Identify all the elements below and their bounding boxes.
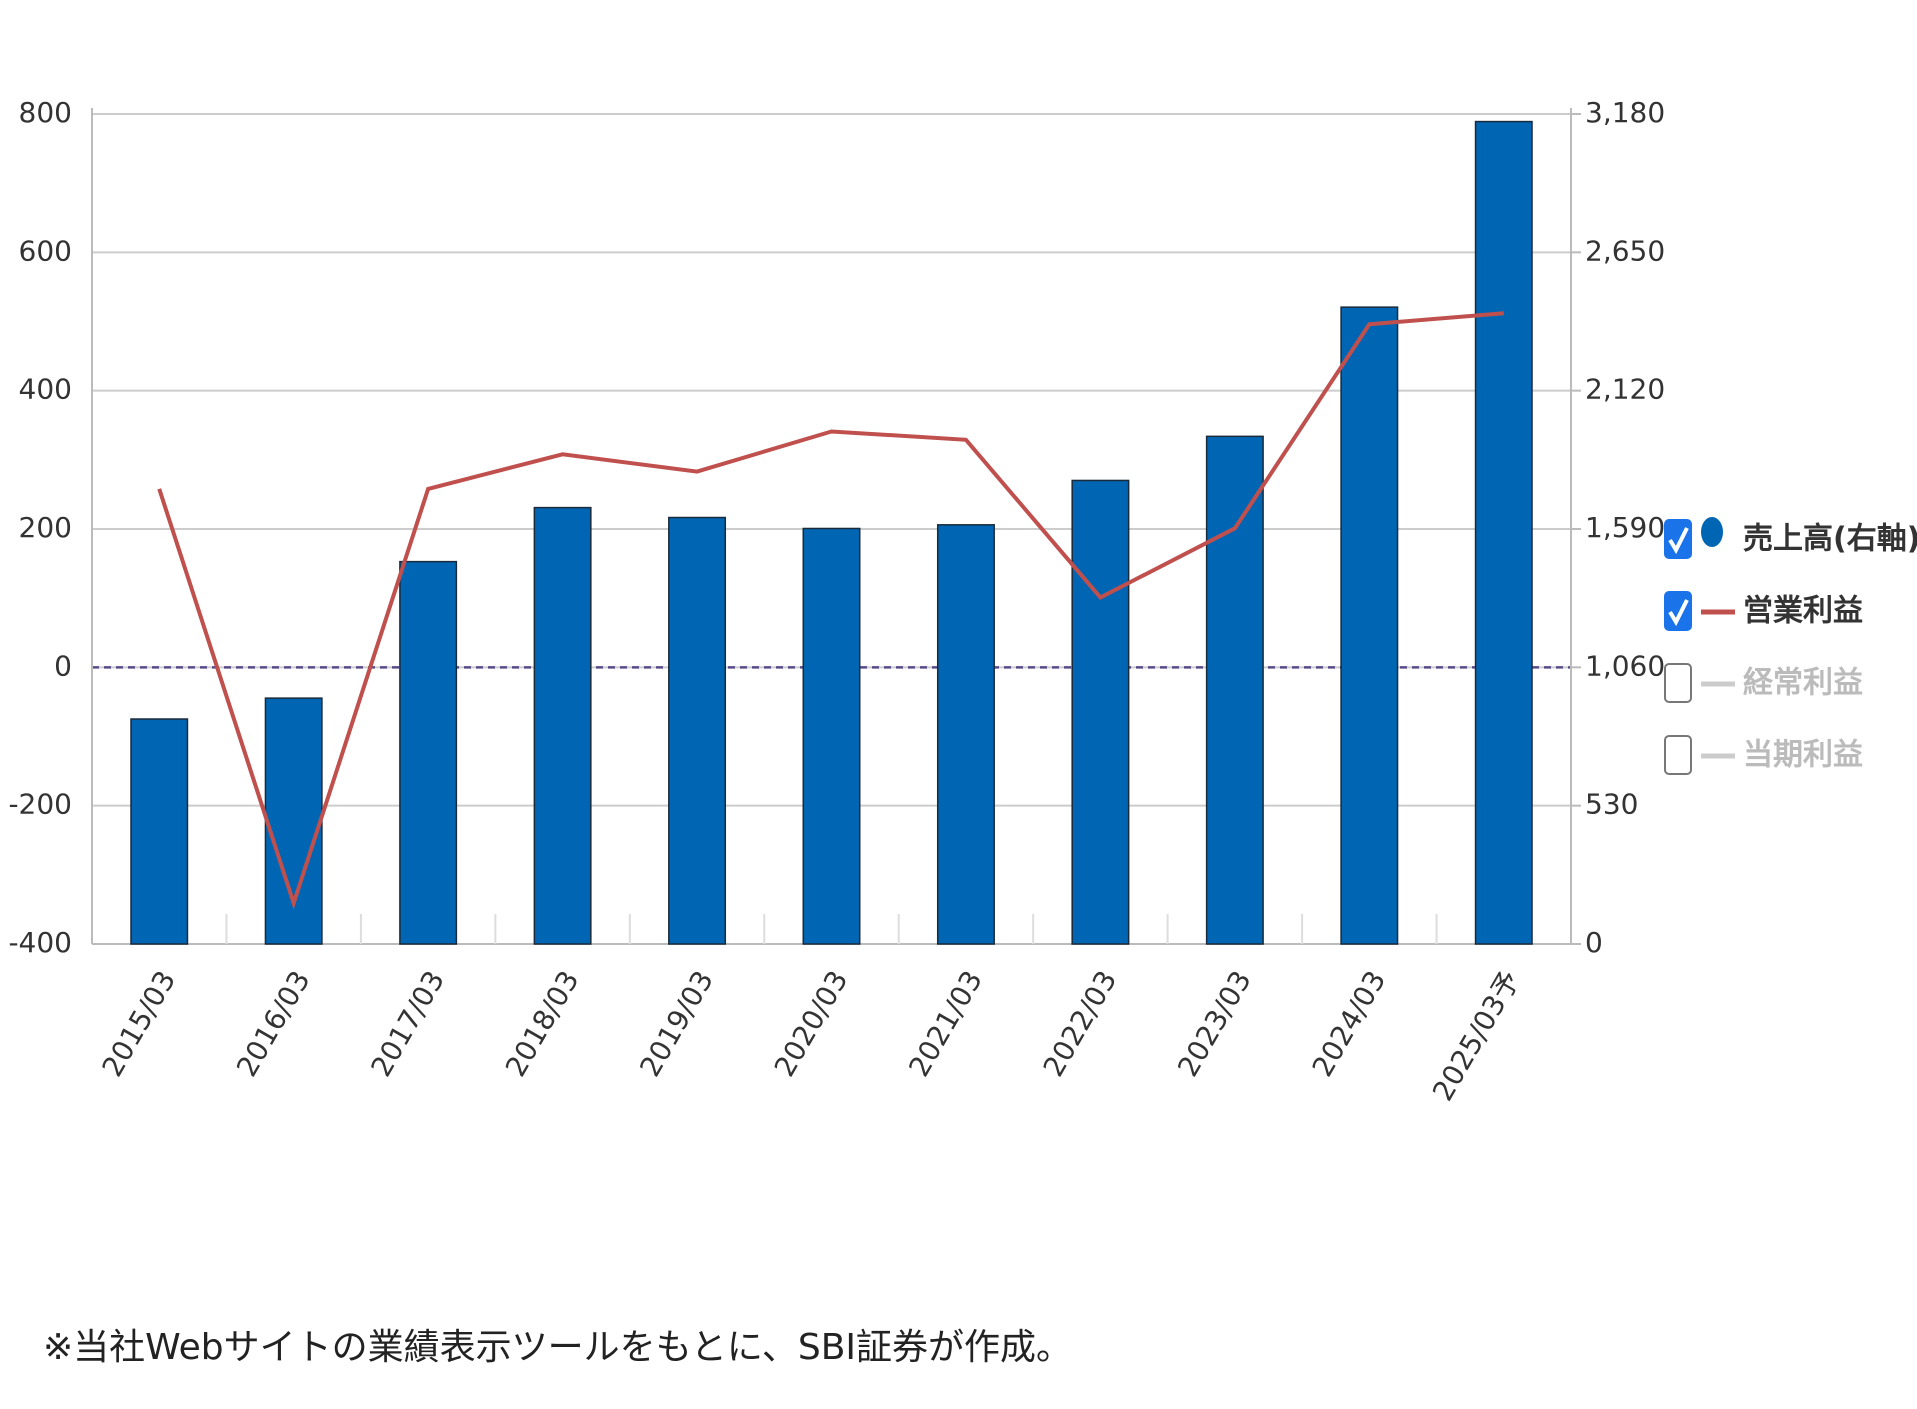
bar xyxy=(533,506,592,945)
legend-checkbox[interactable] xyxy=(1664,663,1692,703)
line xyxy=(157,311,1504,910)
y2-tick-label: 2,650 xyxy=(1585,234,1665,267)
y-tick-label: 800 xyxy=(19,96,72,129)
bar xyxy=(802,527,861,945)
bar xyxy=(936,524,995,945)
x-tick-label: 2016/03 xyxy=(230,965,317,1082)
legend-checkbox[interactable] xyxy=(1664,519,1692,559)
x-tick-label: 2017/03 xyxy=(364,965,451,1082)
y-tick-label: -200 xyxy=(8,788,72,821)
x-tick-label: 2021/03 xyxy=(902,965,989,1082)
x-tick-label: 2018/03 xyxy=(499,965,586,1082)
check xyxy=(1668,599,1689,627)
y-tick-label: -400 xyxy=(8,926,72,959)
y-tick-label: 600 xyxy=(19,234,72,267)
legend-label: 営業利益 xyxy=(1743,594,1863,629)
legend-label: 経常利益 xyxy=(1743,666,1863,701)
legend-marker xyxy=(1701,517,1723,547)
y-tick-label: 200 xyxy=(19,511,72,544)
x-tick-label: 2020/03 xyxy=(768,965,855,1082)
bar xyxy=(1340,306,1399,945)
y2-tick-label: 2,120 xyxy=(1585,373,1665,406)
bar xyxy=(1071,479,1130,945)
y2-tick-label: 1,060 xyxy=(1585,649,1665,682)
y2-tick-label: 530 xyxy=(1585,788,1638,821)
x-tick-label: 2023/03 xyxy=(1171,965,1258,1082)
y2-tick-label: 3,180 xyxy=(1585,96,1665,129)
bar xyxy=(668,516,727,945)
legend-label: 当期利益 xyxy=(1743,738,1863,773)
legend-checkbox[interactable] xyxy=(1664,735,1692,775)
bar xyxy=(1205,435,1264,945)
bar xyxy=(130,718,189,945)
y2-tick-label: 0 xyxy=(1585,926,1603,959)
legend-checkbox[interactable] xyxy=(1664,591,1692,631)
bar xyxy=(399,560,458,945)
footnote: ※当社Webサイトの業績表示ツールをもとに、SBI証券が作成。 xyxy=(43,1327,1072,1368)
x-tick-label: 2022/03 xyxy=(1037,965,1124,1082)
y-tick-label: 400 xyxy=(19,373,72,406)
x-tick-label: 2015/03 xyxy=(95,965,182,1082)
x-tick-label: 2019/03 xyxy=(633,965,720,1082)
y2-tick-label: 1,590 xyxy=(1585,511,1665,544)
y-tick-label: 0 xyxy=(54,649,72,682)
x-tick-label: 2024/03 xyxy=(1306,965,1393,1082)
bar xyxy=(1474,120,1533,945)
legend-label: 売上高(右軸) xyxy=(1743,522,1917,557)
x-tick-label: 2025/03予 xyxy=(1426,965,1527,1106)
check xyxy=(1668,527,1689,555)
